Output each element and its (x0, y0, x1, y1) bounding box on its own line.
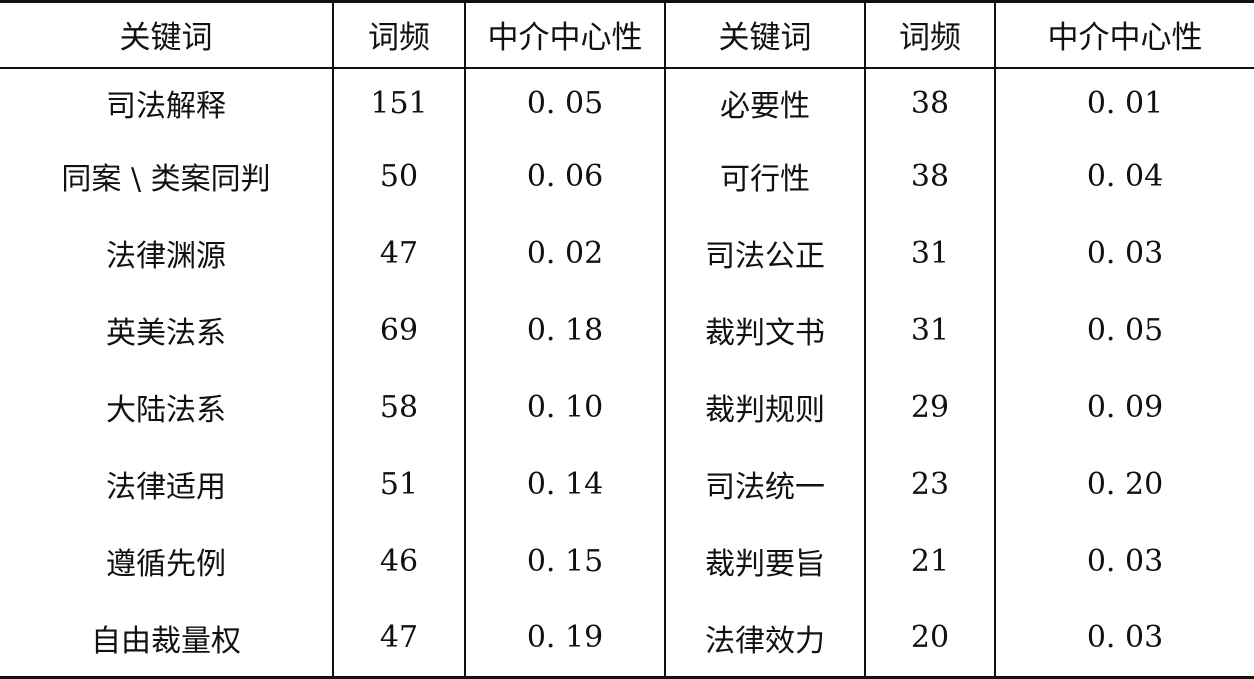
cell-keyword: 裁判规则 (664, 368, 865, 446)
table-header-row: 关键词 词频 中介中心性 关键词 词频 中介中心性 (0, 0, 1254, 69)
cell-keyword: 裁判文书 (664, 291, 865, 369)
cell-betweenness: 0. 03 (994, 599, 1254, 679)
cell-frequency: 38 (864, 67, 995, 138)
table-row: 遵循先例 46 0. 15 裁判要旨 21 0. 03 (0, 522, 1254, 600)
cell-betweenness: 0. 18 (464, 291, 665, 369)
cell-betweenness: 0. 03 (994, 214, 1254, 292)
header-betweenness: 中介中心性 (464, 0, 665, 69)
cell-keyword: 大陆法系 (106, 393, 226, 428)
cell-betweenness: 0. 02 (464, 214, 665, 292)
cell-frequency: 151 (332, 67, 465, 138)
table-row: 自由裁量权 47 0. 19 法律效力 20 0. 03 (0, 599, 1254, 679)
cell-frequency: 50 (332, 137, 465, 215)
cell-frequency: 23 (864, 445, 995, 523)
cell-betweenness: 0. 05 (464, 67, 665, 138)
cell-keyword: 自由裁量权 (0, 599, 333, 679)
cell-betweenness: 0. 15 (464, 522, 665, 600)
cell-keyword: 英美法系 (106, 316, 226, 351)
header-frequency: 词频 (332, 0, 465, 69)
cell-frequency: 31 (864, 291, 995, 369)
cell-keyword: 遵循先例 (106, 547, 226, 582)
cell-keyword: 法律适用 (106, 470, 226, 505)
cell-betweenness: 0. 10 (464, 368, 665, 446)
cell-frequency: 47 (332, 214, 465, 292)
cell-frequency: 47 (332, 599, 465, 679)
cell-keyword: 法律效力 (664, 599, 865, 679)
cell-frequency: 31 (864, 214, 995, 292)
cell-betweenness: 0. 19 (464, 599, 665, 679)
cell-keyword: 司法解释 (106, 89, 226, 124)
table-row: 司法解释 151 0. 05 必要性 38 0. 01 (0, 67, 1254, 138)
table-row: 法律渊源 47 0. 02 司法公正 31 0. 03 (0, 214, 1254, 292)
header-betweenness: 中介中心性 (994, 0, 1254, 69)
cell-keyword: 可行性 (664, 137, 865, 215)
cell-betweenness: 0. 04 (994, 137, 1254, 215)
cell-frequency: 21 (864, 522, 995, 600)
cell-keyword: 必要性 (664, 67, 865, 138)
table-row: 同案 \ 类案同判 50 0. 06 可行性 38 0. 04 (0, 137, 1254, 215)
cell-betweenness: 0. 20 (994, 445, 1254, 523)
cell-frequency: 69 (332, 291, 465, 369)
header-keyword: 关键词 (0, 0, 333, 69)
cell-betweenness: 0. 05 (994, 291, 1254, 369)
cell-keyword: 司法公正 (664, 214, 865, 292)
cell-keyword: 同案 \ 类案同判 (61, 162, 271, 197)
cell-keyword: 法律渊源 (106, 239, 226, 274)
cell-frequency: 29 (864, 368, 995, 446)
table-row: 英美法系 69 0. 18 裁判文书 31 0. 05 (0, 291, 1254, 369)
table-row: 大陆法系 58 0. 10 裁判规则 29 0. 09 (0, 368, 1254, 446)
cell-keyword: 裁判要旨 (664, 522, 865, 600)
cell-frequency: 38 (864, 137, 995, 215)
cell-betweenness: 0. 01 (994, 67, 1254, 138)
cell-betweenness: 0. 06 (464, 137, 665, 215)
cell-frequency: 58 (332, 368, 465, 446)
cell-betweenness: 0. 09 (994, 368, 1254, 446)
header-keyword: 关键词 (664, 0, 865, 69)
cell-keyword: 司法统一 (664, 445, 865, 523)
cell-betweenness: 0. 14 (464, 445, 665, 523)
cell-frequency: 20 (864, 599, 995, 679)
cell-betweenness: 0. 03 (994, 522, 1254, 600)
cell-frequency: 51 (332, 445, 465, 523)
cell-frequency: 46 (332, 522, 465, 600)
table-row: 法律适用 51 0. 14 司法统一 23 0. 20 (0, 445, 1254, 523)
header-frequency: 词频 (864, 0, 995, 69)
